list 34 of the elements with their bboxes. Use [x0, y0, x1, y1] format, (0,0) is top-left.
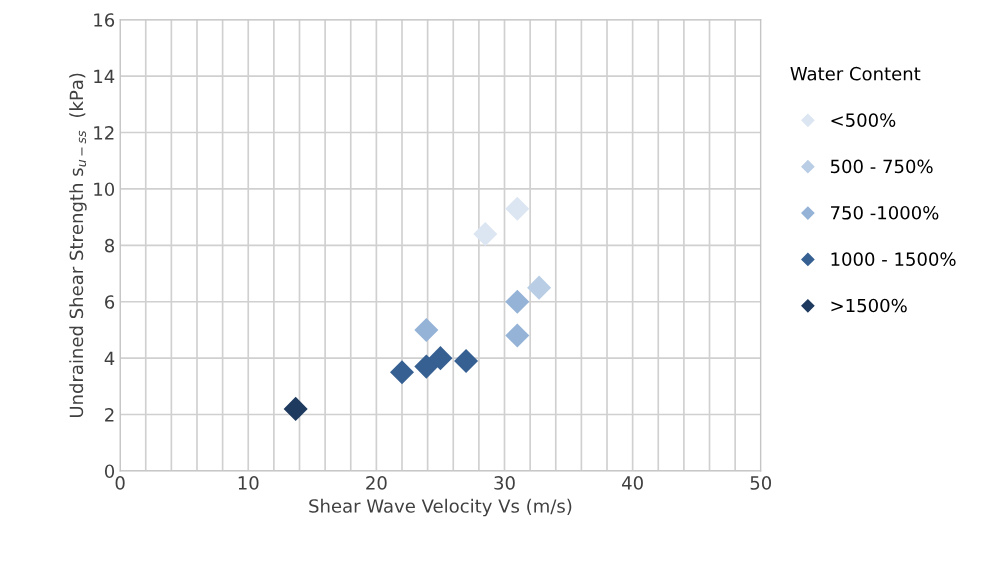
x-tick-label: 10 — [238, 476, 259, 490]
y-tick-label: 14 — [94, 69, 115, 83]
legend-title: Water Content — [790, 66, 921, 81]
point — [473, 222, 498, 247]
x-axis-title: Shear Wave Velocity Vs (m/s) — [309, 498, 572, 517]
point — [527, 275, 552, 300]
y-tick-label: 10 — [94, 182, 115, 197]
y-tick-label: 0 — [104, 464, 115, 479]
y-tick-label: 2 — [105, 408, 114, 422]
legend-label: 1000 - 1500% — [831, 252, 956, 266]
point — [389, 360, 415, 385]
point — [414, 354, 439, 379]
y-tick-label: 6 — [105, 295, 115, 309]
x-tick-label: 50 — [750, 476, 772, 490]
point — [428, 346, 453, 371]
x-tick-label: 0 — [115, 476, 125, 490]
legend-label: <500% — [831, 113, 896, 127]
point — [414, 317, 439, 342]
legend-label: >1500% — [831, 298, 907, 313]
y-tick-label: 8 — [105, 238, 115, 253]
y-tick-label: 4 — [104, 351, 115, 365]
point — [505, 323, 530, 348]
y-tick-label: 16 — [94, 13, 115, 27]
x-tick-label: 20 — [366, 476, 387, 490]
x-tick-label: 40 — [622, 476, 643, 490]
point — [454, 348, 479, 373]
legend-label: 500 - 750% — [830, 159, 933, 174]
y-tick-label: 12 — [94, 126, 114, 140]
y-axis-title: Undrained Shear Strength s$_{u−ss}$ (kPa) — [69, 73, 87, 418]
point — [505, 196, 530, 221]
x-tick-label: 30 — [494, 476, 515, 490]
point — [505, 289, 530, 314]
point — [283, 396, 308, 421]
legend-label: 750 -1000% — [831, 205, 939, 220]
